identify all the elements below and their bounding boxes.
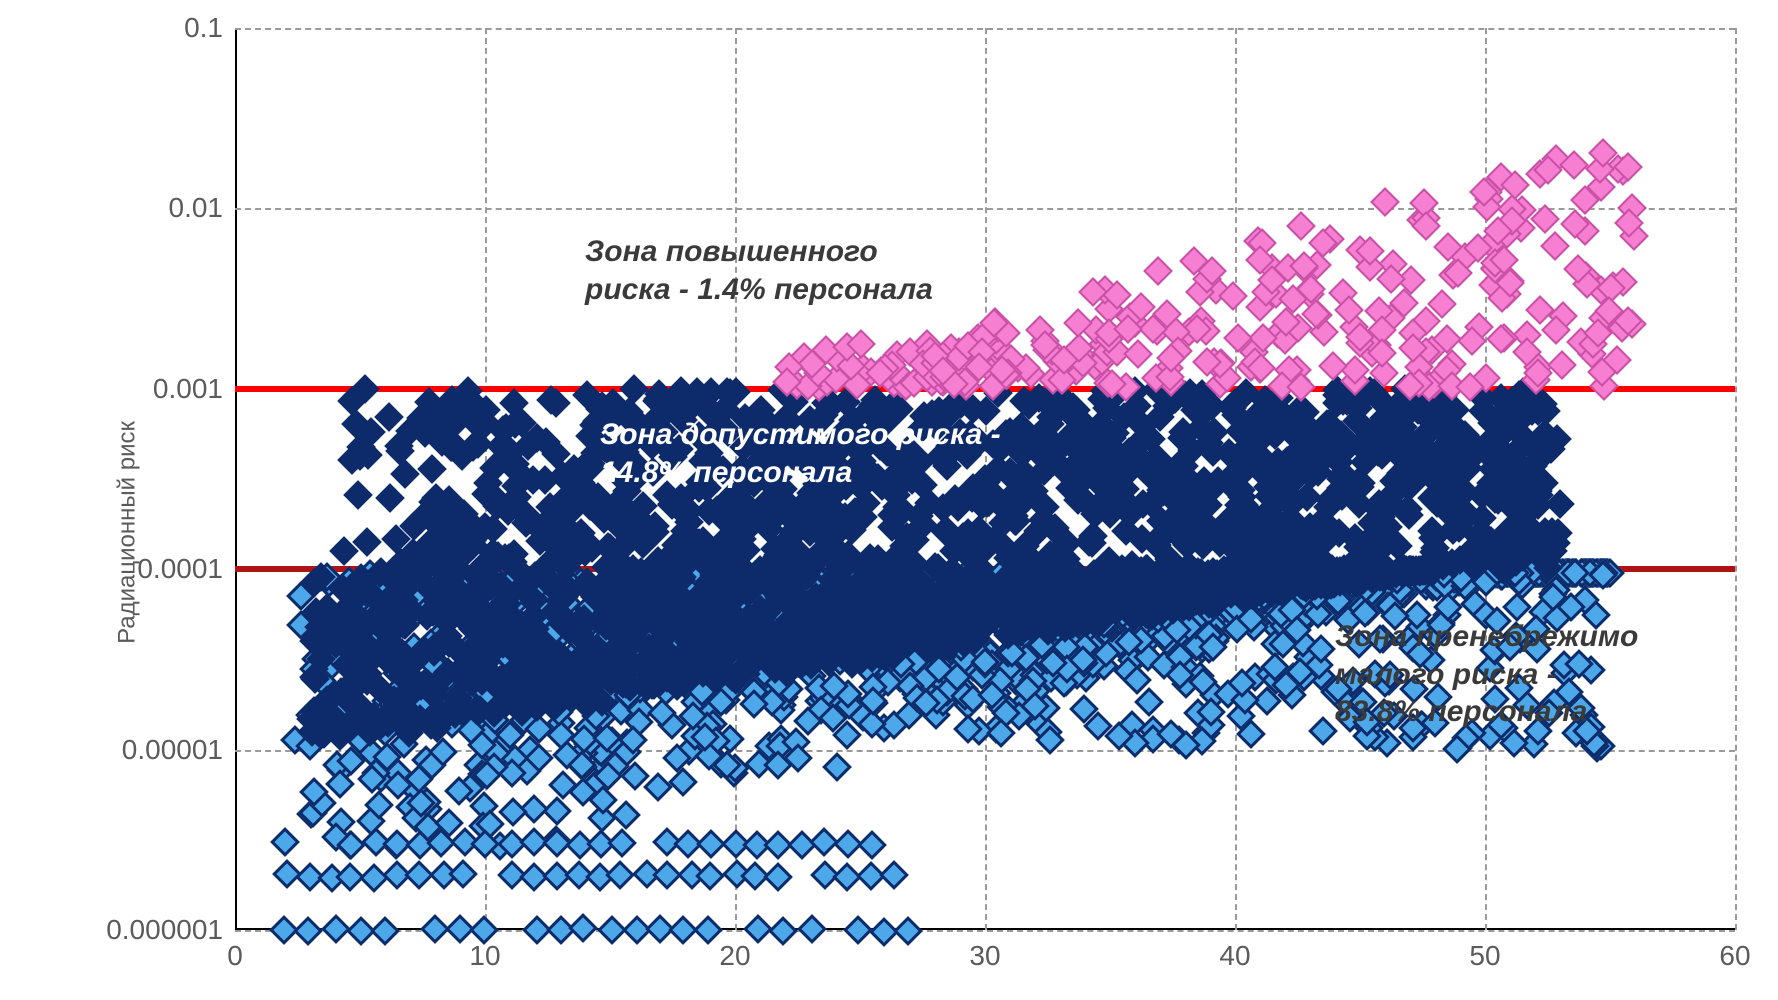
gridline-vertical (1735, 28, 1737, 930)
y-tick-label: 0.00001 (122, 734, 235, 766)
x-tick-label: 40 (1219, 930, 1250, 972)
x-tick-label: 20 (719, 930, 750, 972)
y-tick-label: 0.0001 (137, 553, 235, 585)
y-tick-label: 0.01 (169, 192, 236, 224)
y-tick-label: 0.000001 (106, 914, 235, 946)
chart-annotation: Зона повышенного риска - 1.4% персонала (585, 233, 933, 308)
y-tick-label: 0.1 (184, 12, 235, 44)
x-tick-label: 30 (969, 930, 1000, 972)
x-tick-label: 50 (1469, 930, 1500, 972)
chart-figure: 0.10.010.0010.00010.000010.0000010102030… (0, 0, 1778, 1000)
x-tick-label: 60 (1719, 930, 1750, 972)
chart-annotation: Зона допустимого риска - 14.8% персонала (600, 416, 1001, 491)
x-tick-label: 0 (227, 930, 243, 972)
y-tick-label: 0.001 (153, 373, 235, 405)
y-axis-label: Радиационный риск (113, 421, 141, 644)
chart-annotation: Зона пренебрежимо малого риска - 83.8% п… (1335, 618, 1638, 731)
plot-area: 0.10.010.0010.00010.000010.0000010102030… (235, 28, 1735, 930)
